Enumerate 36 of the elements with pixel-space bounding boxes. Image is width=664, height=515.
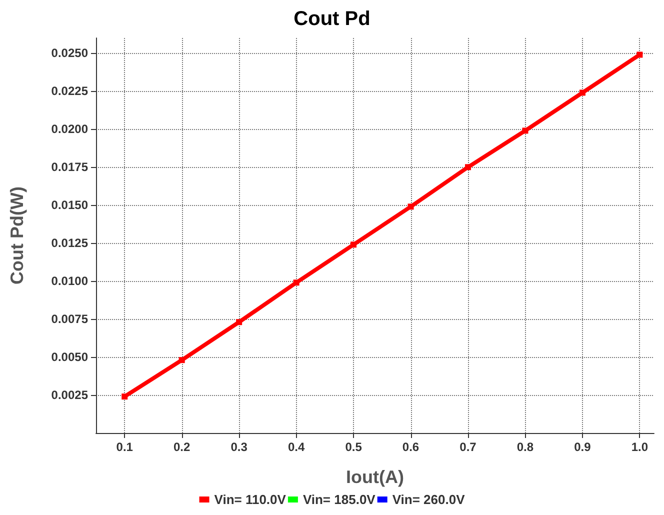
point: [636, 52, 643, 58]
legend-label: Vin= 260.0V: [392, 492, 466, 507]
y-tick-label: 0.0225: [51, 84, 88, 98]
point: [408, 204, 414, 210]
y-tick-label: 0.0025: [51, 388, 88, 402]
y-tick-label: 0.0250: [51, 46, 88, 60]
x-tick-label: 0.6: [402, 440, 420, 454]
x-tick-label: 0.4: [288, 440, 305, 454]
y-tick-label: 0.0175: [51, 160, 88, 174]
point: [350, 242, 357, 248]
point: [522, 128, 528, 134]
point: [465, 164, 471, 170]
legend-label: Vin= 185.0V: [302, 492, 376, 507]
x-tick-label: 0.9: [574, 440, 592, 454]
point: [122, 394, 128, 400]
y-tick-label: 0.0125: [51, 236, 88, 250]
y-tick-label: 0.0200: [51, 122, 88, 136]
x-axis-title: Iout(A): [346, 467, 404, 487]
chart-title: Cout Pd: [294, 8, 370, 30]
y-tick-label: 0.0100: [51, 274, 88, 288]
x-tick-label: 0.1: [116, 440, 134, 454]
point: [293, 280, 300, 286]
point: [579, 90, 586, 96]
x-tick-label: 0.7: [460, 440, 477, 454]
y-tick-label: 0.0050: [51, 350, 88, 364]
point: [236, 319, 242, 326]
x-tick-label: 0.3: [230, 440, 248, 454]
legend-label: Vin= 110.0V: [214, 492, 286, 507]
point: [178, 357, 185, 364]
y-tick-label: 0.0075: [51, 312, 88, 326]
x-tick-label: 0.2: [174, 440, 191, 454]
x-tick-label: 0.5: [345, 440, 362, 454]
y-axis-title: Cout Pd(W): [7, 186, 27, 284]
y-tick-label: 0.0150: [51, 198, 88, 212]
x-tick-label: 1.0: [631, 440, 648, 454]
x-tick-label: 0.8: [516, 440, 534, 454]
